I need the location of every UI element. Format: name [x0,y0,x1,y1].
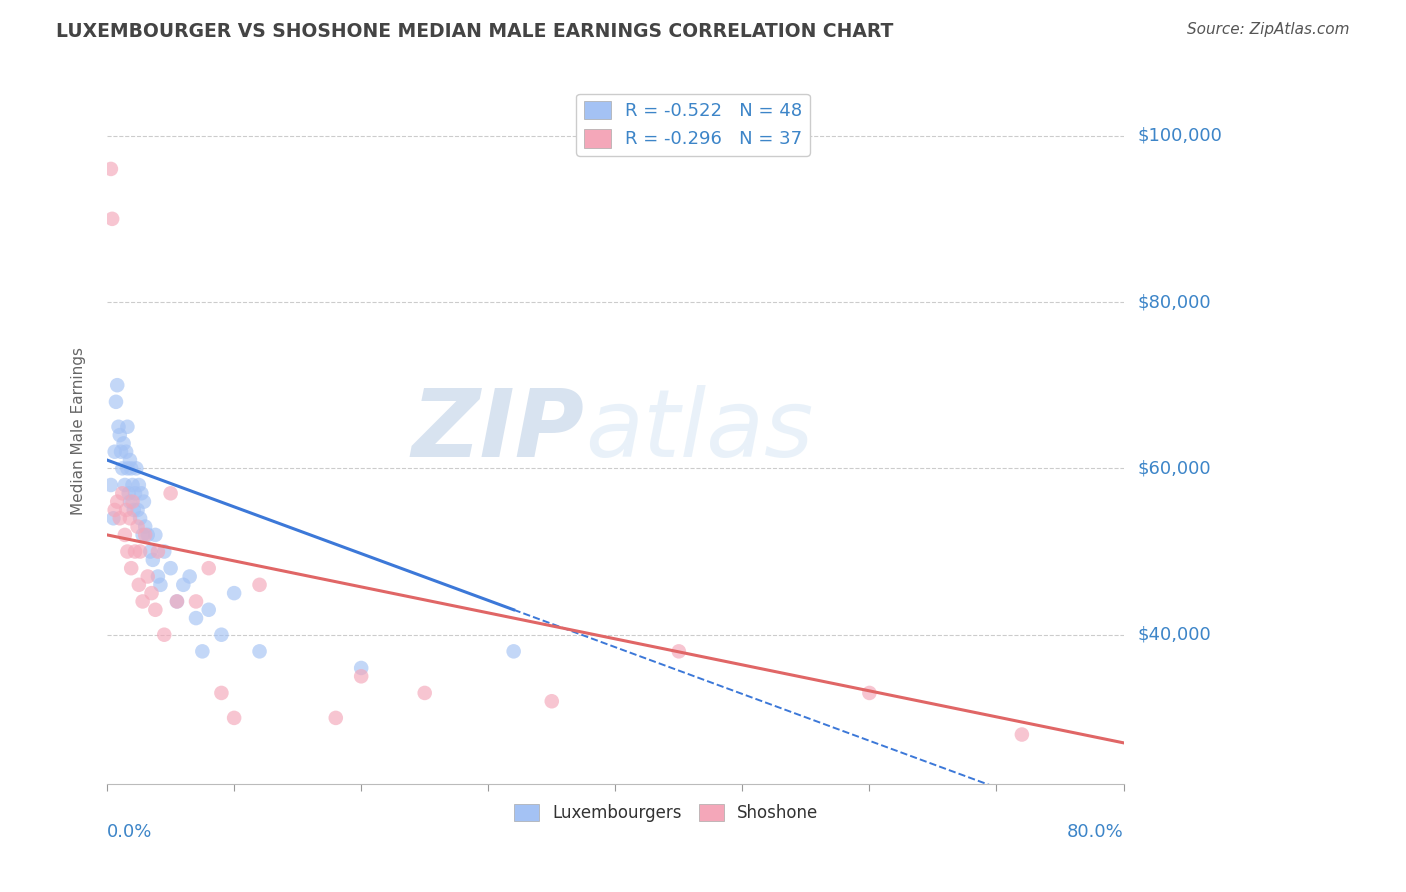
Point [104,394,127,409]
Point [172,578,194,592]
Point [146,569,169,583]
Point [121,494,143,508]
Point [108,428,131,442]
Point [117,419,139,434]
Point [159,561,181,575]
Point [118,453,141,467]
Point [249,644,271,658]
Point [502,644,524,658]
Text: atlas: atlas [585,385,813,476]
Point [153,544,176,558]
Point [111,486,134,500]
Point [143,528,166,542]
Point [128,578,150,592]
Point [121,478,143,492]
Point [129,544,152,558]
Text: $40,000: $40,000 [1137,625,1211,644]
Point [127,503,149,517]
Point [115,444,138,458]
Text: Source: ZipAtlas.com: Source: ZipAtlas.com [1187,22,1350,37]
Point [103,511,125,525]
Point [134,528,156,542]
Point [120,461,142,475]
Point [115,503,138,517]
Point [104,444,127,458]
Point [114,478,136,492]
Point [209,686,232,700]
Text: LUXEMBOURGER VS SHOSHONE MEDIAN MALE EARNINGS CORRELATION CHART: LUXEMBOURGER VS SHOSHONE MEDIAN MALE EAR… [56,22,894,41]
Point [143,603,166,617]
Point [131,486,153,500]
Point [134,519,156,533]
Point [184,611,207,625]
Point [136,569,159,583]
Point [120,561,142,575]
Point [124,544,146,558]
Point [105,494,128,508]
Point [127,519,149,533]
Point [136,528,159,542]
Point [101,211,124,226]
Point [117,544,139,558]
Point [117,461,139,475]
Text: $100,000: $100,000 [1137,127,1222,145]
Point [110,444,132,458]
Point [114,528,136,542]
Point [350,669,373,683]
Point [118,486,141,500]
Legend: Luxembourgers, Shoshone: Luxembourgers, Shoshone [508,797,825,830]
Point [128,478,150,492]
Point [112,436,135,450]
Point [131,594,153,608]
Point [131,528,153,542]
Point [184,594,207,608]
Y-axis label: Median Male Earnings: Median Male Earnings [72,347,86,515]
Point [132,494,155,508]
Point [142,553,165,567]
Point [224,586,246,600]
Text: 80.0%: 80.0% [1067,823,1123,841]
Point [118,511,141,525]
Point [179,569,201,583]
Text: $80,000: $80,000 [1137,293,1211,311]
Point [149,578,172,592]
Point [197,561,219,575]
Point [668,644,690,658]
Text: $60,000: $60,000 [1137,459,1211,477]
Point [413,686,436,700]
Point [118,494,141,508]
Point [1011,727,1033,741]
Point [105,378,128,392]
Point [104,503,127,517]
Point [224,711,246,725]
Point [111,461,134,475]
Point [124,486,146,500]
Point [107,419,129,434]
Point [350,661,373,675]
Point [141,586,163,600]
Point [166,594,188,608]
Text: 0.0%: 0.0% [107,823,152,841]
Point [122,503,145,517]
Point [100,161,122,176]
Point [166,594,188,608]
Point [540,694,562,708]
Point [325,711,347,725]
Point [129,511,152,525]
Point [153,628,176,642]
Point [139,544,162,558]
Point [108,511,131,525]
Point [159,486,181,500]
Point [125,461,148,475]
Point [197,603,219,617]
Point [100,478,122,492]
Point [209,628,232,642]
Point [858,686,880,700]
Text: ZIP: ZIP [412,385,585,477]
Point [146,544,169,558]
Point [249,578,271,592]
Point [191,644,214,658]
